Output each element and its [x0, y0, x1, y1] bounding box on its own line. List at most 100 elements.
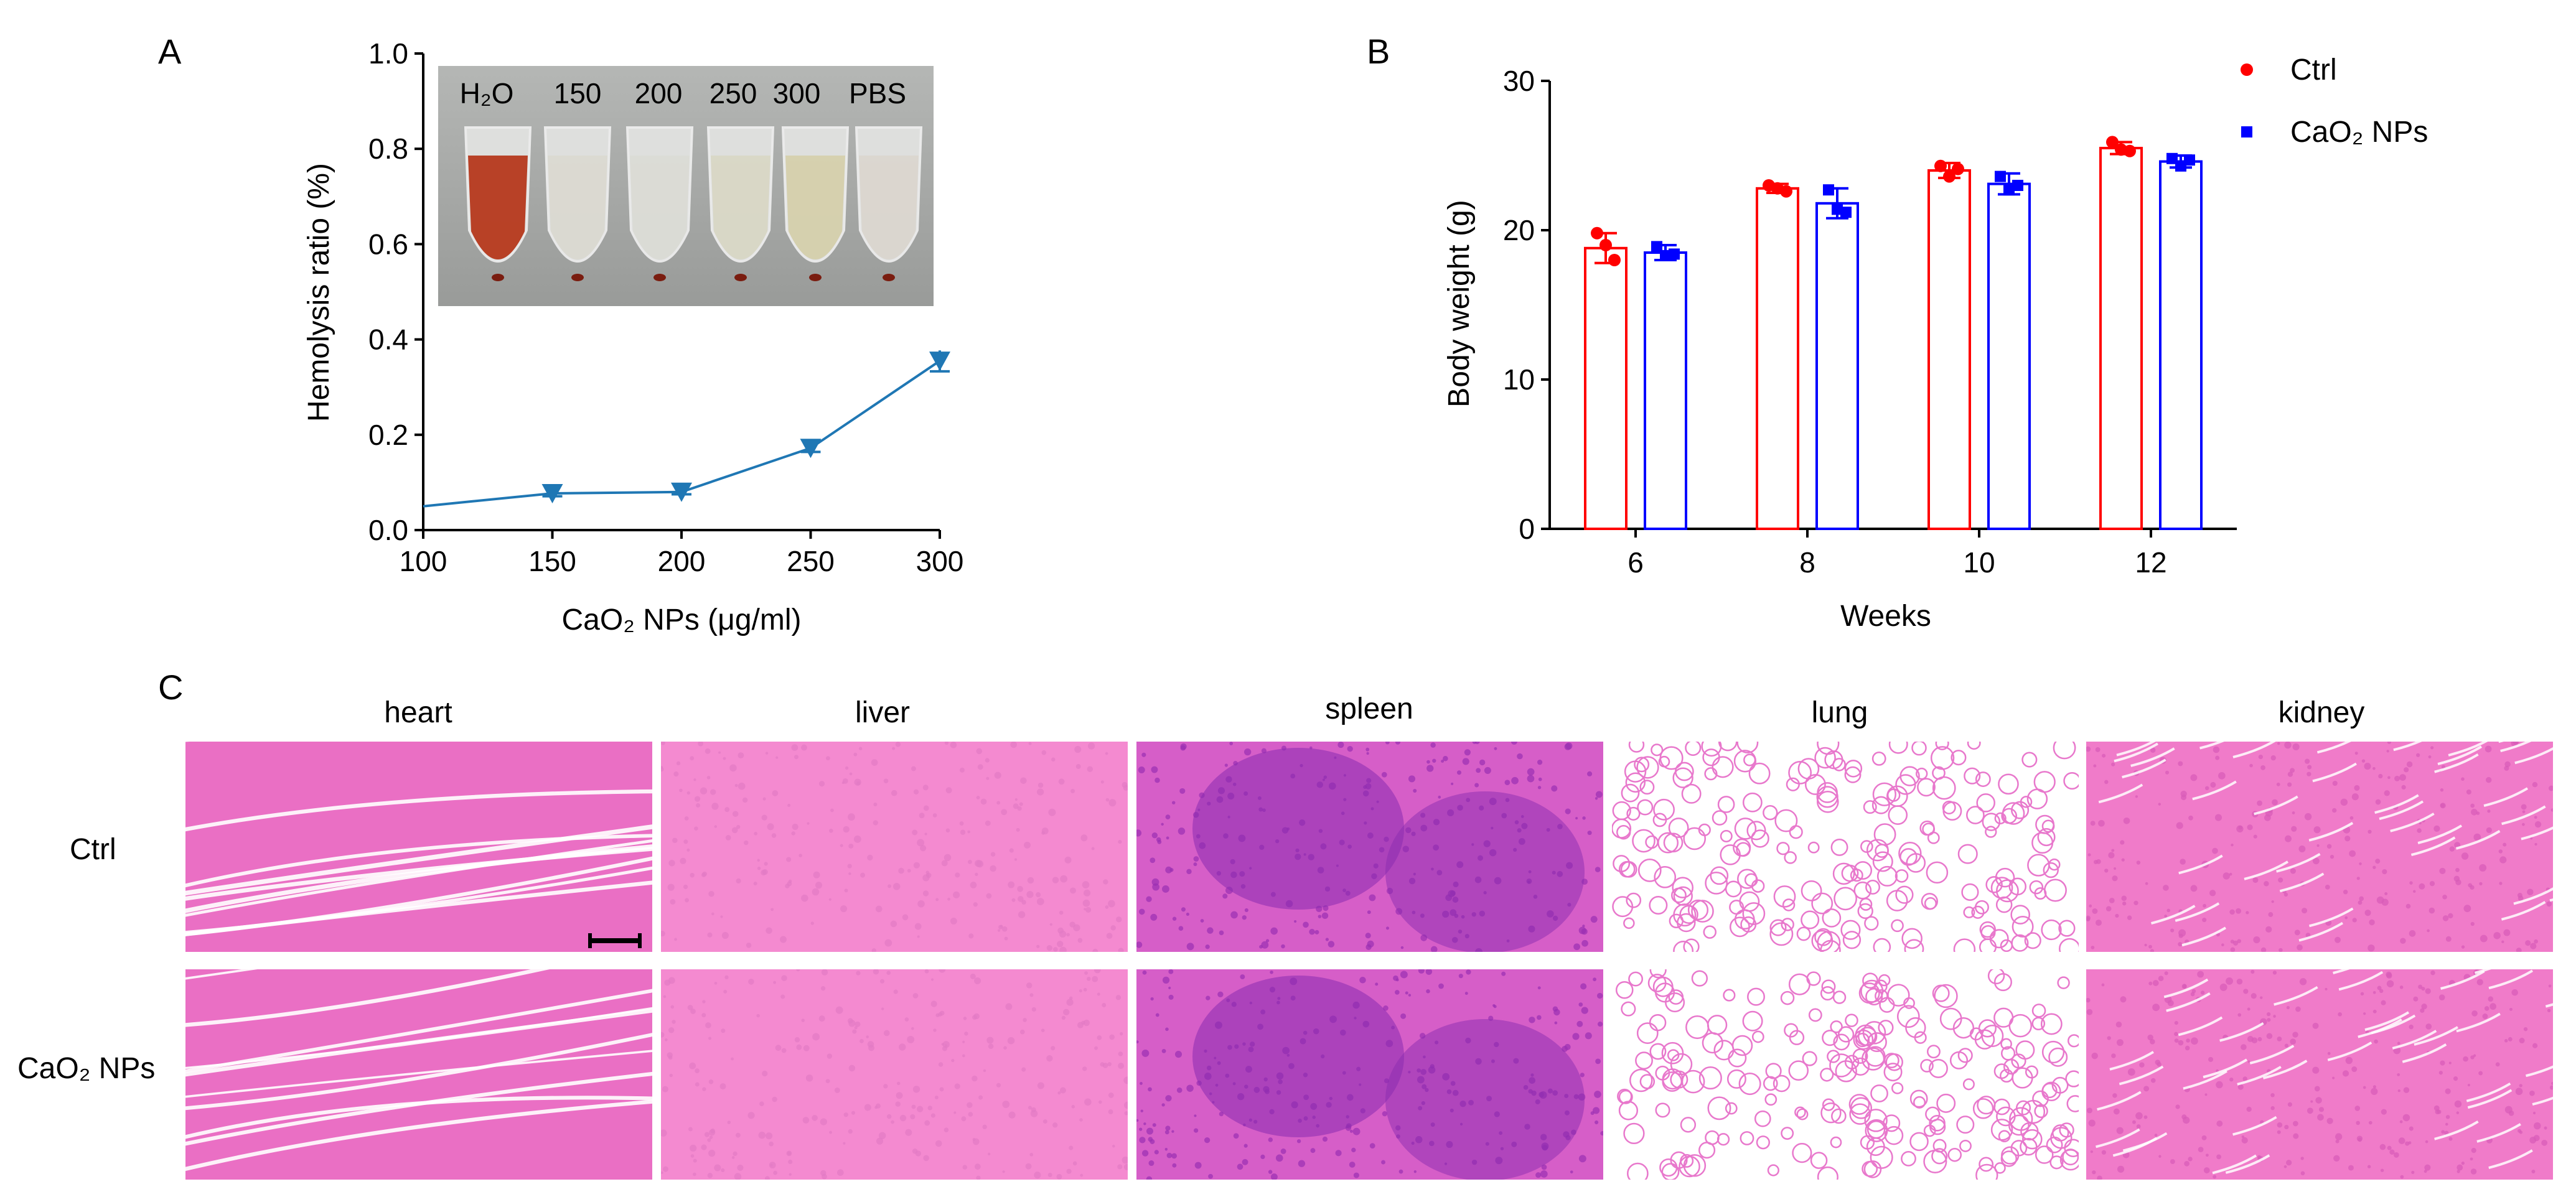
alveolus	[2065, 1070, 2079, 1088]
cell-nucleus	[954, 1083, 960, 1089]
cell-nucleus	[2522, 822, 2525, 826]
cell-nucleus	[668, 1027, 675, 1033]
alveolus	[1931, 1148, 1948, 1165]
cell-nucleus	[1268, 1137, 1273, 1142]
cell-nucleus	[1337, 742, 1344, 748]
cell-nucleus	[661, 742, 665, 745]
cell-nucleus	[912, 829, 918, 836]
cell-nucleus	[773, 981, 777, 984]
alveolus	[1681, 783, 1702, 804]
cell-nucleus	[1537, 1015, 1542, 1020]
cell-nucleus	[674, 938, 677, 941]
cell-nucleus	[761, 814, 767, 821]
cell-nucleus	[1007, 1037, 1015, 1045]
cell-nucleus	[2287, 771, 2293, 777]
cell-nucleus	[925, 870, 930, 875]
alveolus	[1681, 1069, 1705, 1094]
alveolus	[1873, 938, 1891, 952]
cell-nucleus	[2115, 913, 2119, 918]
cell-nucleus	[801, 1018, 805, 1022]
cell-nucleus	[735, 1132, 741, 1138]
cell-nucleus	[1092, 976, 1098, 982]
cell-nucleus	[2150, 747, 2156, 753]
cell-nucleus	[1141, 1150, 1149, 1157]
cell-nucleus	[665, 1038, 668, 1041]
cell-nucleus	[781, 1048, 787, 1053]
bar	[1756, 187, 1799, 530]
cell-nucleus	[2111, 849, 2115, 852]
cell-nucleus	[1186, 1084, 1194, 1092]
cell-nucleus	[2279, 948, 2283, 952]
cell-nucleus	[852, 1029, 857, 1034]
cell-nucleus	[788, 1159, 793, 1164]
cell-nucleus	[907, 869, 911, 873]
cell-nucleus	[873, 820, 878, 826]
cell-nucleus	[1026, 891, 1034, 898]
tube-liquid	[785, 156, 845, 259]
cell-nucleus	[2293, 1133, 2299, 1139]
cell-nucleus	[1018, 911, 1026, 918]
cell-nucleus	[2298, 845, 2306, 852]
alveolus	[1672, 877, 1694, 898]
alveolus	[1794, 1106, 1806, 1119]
alveolus	[1956, 1116, 1975, 1134]
alveolus	[1865, 1046, 1886, 1067]
data-point	[800, 439, 822, 459]
tubule	[2488, 969, 2534, 990]
cell-nucleus	[1484, 766, 1491, 774]
cell-nucleus	[2150, 1078, 2156, 1083]
cell-nucleus	[1118, 948, 1124, 952]
cell-nucleus	[1061, 1015, 1066, 1020]
y-tick-label: 1.0	[368, 37, 408, 70]
cell-nucleus	[1570, 1170, 1573, 1174]
cell-nucleus	[1017, 885, 1023, 892]
cell-nucleus	[771, 833, 777, 838]
cell-nucleus	[1281, 944, 1285, 949]
cell-nucleus	[829, 1130, 832, 1134]
cell-nucleus	[924, 1120, 930, 1126]
alveolus	[1909, 1132, 1929, 1152]
cell-nucleus	[2174, 1021, 2178, 1025]
cell-nucleus	[2354, 785, 2360, 791]
alveolus	[1832, 758, 1846, 771]
cell-nucleus	[944, 742, 949, 745]
cell-nucleus	[727, 1120, 731, 1124]
alveolus	[1990, 1119, 2013, 1141]
cell-nucleus	[2393, 1152, 2399, 1158]
y-tick-label: 0.6	[368, 228, 408, 260]
cell-nucleus	[1152, 1123, 1156, 1127]
cell-nucleus	[2252, 877, 2259, 883]
cell-nucleus	[796, 1044, 802, 1050]
white-pulp	[1192, 748, 1404, 910]
cell-nucleus	[1511, 776, 1519, 785]
cell-nucleus	[686, 848, 690, 852]
cell-nucleus	[762, 797, 766, 801]
alveolus	[1932, 776, 1956, 800]
cell-nucleus	[818, 781, 825, 787]
cell-nucleus	[853, 752, 858, 757]
cell-nucleus	[895, 742, 901, 747]
cell-nucleus	[1582, 925, 1585, 928]
cell-nucleus	[840, 844, 843, 847]
cell-nucleus	[1097, 992, 1100, 996]
alveolus	[1691, 970, 1708, 987]
alveolus	[2011, 1053, 2026, 1069]
cell-nucleus	[1009, 848, 1014, 853]
alveolus	[1654, 866, 1677, 888]
alveolus	[1971, 905, 1985, 919]
cell-nucleus	[2427, 929, 2430, 933]
alveolus	[1667, 1049, 1680, 1061]
cell-nucleus	[1146, 896, 1152, 902]
cell-nucleus	[1178, 827, 1186, 835]
cell-nucleus	[1381, 771, 1387, 778]
cell-nucleus	[947, 897, 950, 901]
cell-nucleus	[893, 989, 898, 994]
cell-nucleus	[935, 898, 939, 902]
cell-nucleus	[2354, 1106, 2361, 1111]
cell-nucleus	[2270, 755, 2276, 761]
cell-nucleus	[2201, 1135, 2207, 1140]
alveolus	[2034, 1104, 2048, 1119]
data-point	[2106, 136, 2119, 149]
cell-nucleus	[1600, 1131, 1603, 1136]
cell-nucleus	[2236, 825, 2244, 833]
